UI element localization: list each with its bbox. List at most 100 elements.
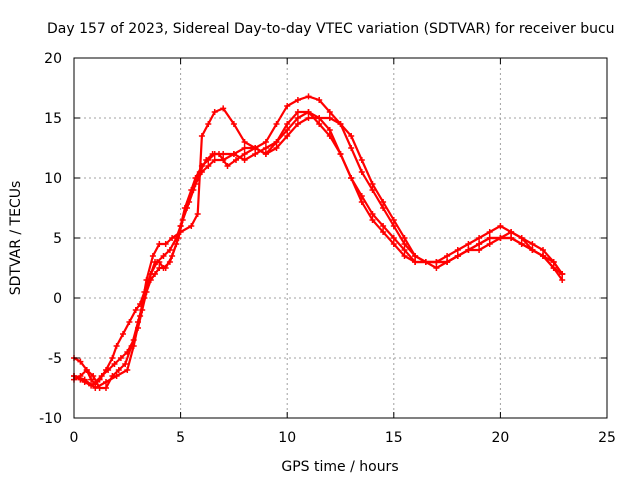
data-point — [412, 253, 419, 259]
data-point — [294, 121, 301, 127]
series-line — [72, 110, 564, 386]
data-point — [103, 379, 109, 385]
series-line — [72, 110, 564, 387]
data-point — [105, 367, 112, 373]
series-trace-4 — [71, 93, 566, 391]
x-tick-label: 20 — [491, 430, 509, 446]
data-point — [559, 271, 566, 277]
y-tick-label: 5 — [53, 231, 62, 247]
y-tick-label: -10 — [39, 411, 62, 427]
data-point — [497, 223, 504, 229]
data-series — [71, 93, 566, 391]
data-point — [273, 139, 280, 145]
x-axis-label: GPS time / hours — [281, 459, 398, 475]
data-point — [401, 253, 408, 259]
series-trace-3 — [71, 115, 566, 391]
x-tick-label: 5 — [176, 430, 185, 446]
data-point — [77, 358, 84, 365]
data-point — [230, 121, 237, 127]
data-point — [486, 235, 493, 241]
data-point — [203, 157, 210, 163]
data-point — [184, 205, 190, 211]
data-point — [92, 385, 99, 391]
data-point — [241, 151, 248, 157]
data-point — [337, 121, 344, 127]
data-point — [497, 235, 504, 241]
data-point — [262, 139, 269, 145]
data-point — [433, 265, 440, 271]
data-point — [518, 235, 525, 241]
y-tick-label: 15 — [44, 111, 62, 127]
data-point — [262, 151, 269, 157]
x-tick-label: 25 — [598, 430, 616, 446]
data-point — [137, 313, 144, 319]
data-point — [113, 343, 120, 349]
grid-lines — [74, 58, 607, 418]
data-point — [124, 367, 131, 373]
data-point — [305, 109, 312, 115]
data-point — [160, 253, 167, 259]
data-point — [540, 253, 546, 259]
data-point — [284, 133, 291, 139]
series-trace-2 — [71, 109, 566, 389]
chart-title: Day 157 of 2023, Sidereal Day-to-day VTE… — [47, 21, 615, 37]
data-point — [294, 109, 301, 115]
data-point — [390, 223, 397, 229]
data-point — [348, 145, 355, 151]
data-point — [205, 121, 212, 127]
data-point — [117, 355, 124, 361]
x-tick-label: 15 — [385, 430, 403, 446]
data-point — [154, 259, 161, 265]
data-point — [149, 253, 156, 259]
data-point — [476, 241, 483, 247]
data-point — [294, 115, 301, 121]
data-point — [390, 217, 397, 223]
data-point — [508, 229, 515, 235]
data-point — [348, 175, 355, 181]
axes: 0 5 10 15 20 25 -10 -5 0 5 10 15 20 — [39, 51, 616, 446]
data-point — [156, 241, 163, 247]
y-tick-label: -5 — [48, 351, 62, 367]
data-point — [177, 229, 184, 235]
data-point — [156, 265, 163, 271]
data-point — [241, 157, 248, 163]
data-point — [188, 223, 195, 229]
series-line — [72, 95, 564, 390]
data-point — [111, 361, 118, 367]
data-point — [169, 235, 176, 241]
data-point — [143, 277, 150, 283]
y-tick-label: 10 — [44, 171, 62, 187]
data-point — [508, 235, 515, 241]
y-tick-label: 20 — [44, 51, 62, 67]
data-point — [401, 247, 408, 253]
data-point — [422, 259, 429, 265]
data-point — [476, 247, 483, 253]
series-line — [72, 116, 564, 390]
data-point — [230, 151, 237, 157]
data-point — [166, 247, 173, 253]
data-point — [369, 217, 376, 223]
data-point — [130, 343, 137, 349]
data-point — [316, 97, 323, 103]
data-point — [126, 319, 133, 325]
data-point — [198, 133, 205, 139]
data-point — [390, 235, 397, 241]
data-point — [465, 247, 472, 253]
data-point — [241, 145, 248, 151]
data-point — [550, 265, 557, 271]
data-point — [194, 211, 201, 217]
data-point — [190, 187, 197, 193]
data-point — [529, 241, 536, 247]
data-point — [433, 259, 440, 265]
y-tick-label: 0 — [53, 291, 62, 307]
data-point — [252, 151, 259, 157]
data-point — [316, 121, 323, 127]
data-point — [337, 151, 344, 157]
data-point — [358, 169, 365, 175]
data-point — [132, 307, 139, 313]
data-point — [559, 277, 566, 283]
data-point — [83, 367, 90, 373]
data-point — [233, 157, 239, 163]
data-point — [177, 223, 184, 229]
data-point — [326, 109, 333, 115]
